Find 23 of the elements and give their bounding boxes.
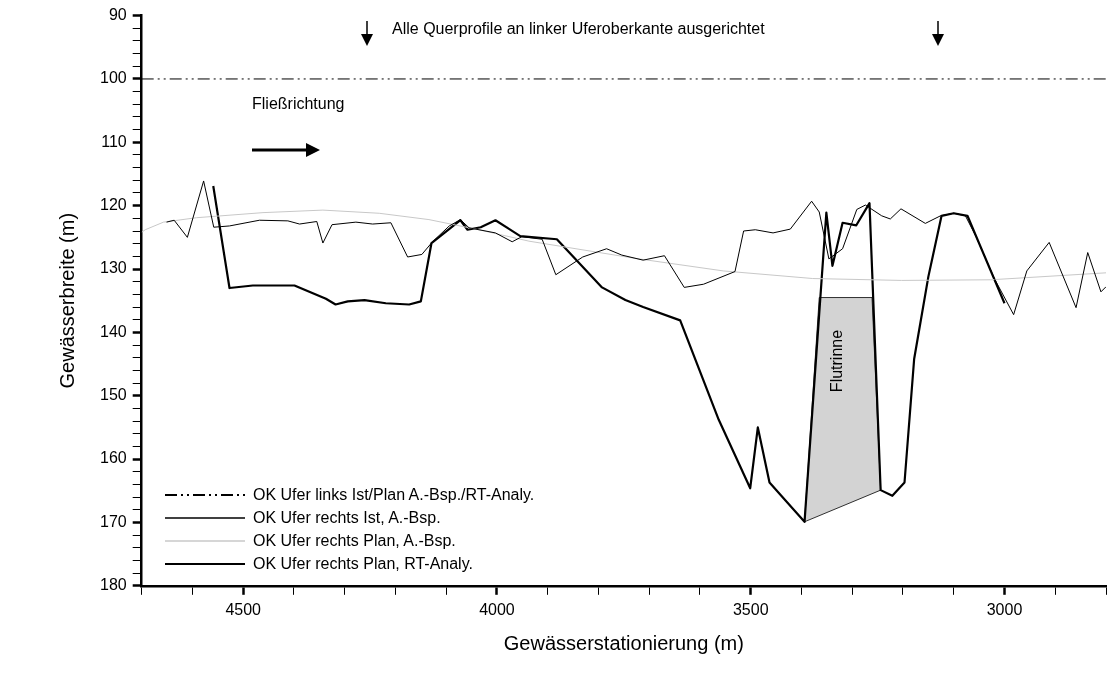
y-tick-label: 100 bbox=[99, 69, 127, 87]
y-tick-label: 140 bbox=[99, 322, 127, 340]
y-tick-label: 130 bbox=[99, 259, 127, 277]
y-tick-label: 120 bbox=[99, 196, 127, 214]
x-tick-label: 4000 bbox=[479, 600, 515, 618]
x-tick-label: 3500 bbox=[732, 600, 769, 618]
y-tick-label: 90 bbox=[108, 6, 127, 24]
x-axis-title: Gewässerstationierung (m) bbox=[503, 631, 744, 654]
y-tick-label: 180 bbox=[99, 576, 127, 594]
legend-label: OK Ufer rechts Ist, A.-Bsp. bbox=[253, 508, 441, 527]
annotation: Flutrinne bbox=[828, 329, 847, 393]
annotation: Alle Querprofile an linker Uferoberkante ausgerichtet bbox=[392, 20, 765, 38]
annotation: Fließrichtung bbox=[252, 95, 345, 113]
legend-label: OK Ufer rechts Plan, RT-Analy. bbox=[253, 554, 473, 573]
y-tick-label: 150 bbox=[99, 386, 127, 404]
legend-label: OK Ufer links Ist/Plan A.-Bsp./RT-Analy. bbox=[253, 485, 535, 504]
x-tick-label: 4500 bbox=[225, 600, 262, 618]
y-tick-label: 170 bbox=[99, 512, 127, 530]
y-axis-title: Gewässerbreite (m) bbox=[55, 212, 78, 389]
legend-label: OK Ufer rechts Plan, A.-Bsp. bbox=[253, 531, 456, 550]
x-tick-label: 3000 bbox=[986, 600, 1023, 618]
y-tick-label: 110 bbox=[101, 132, 127, 150]
y-tick-label: 160 bbox=[99, 449, 127, 467]
